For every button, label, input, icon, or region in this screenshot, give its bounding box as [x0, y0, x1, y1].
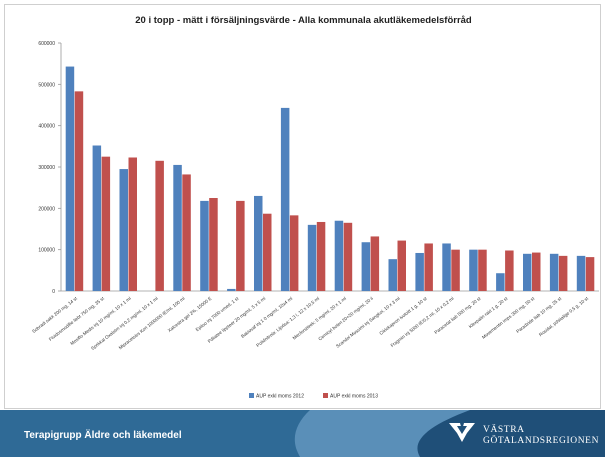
x-tick-label: Movementin imps 300 mg, 50 st — [481, 295, 536, 339]
bar-series1 — [469, 249, 478, 291]
bar-series2 — [74, 91, 84, 291]
x-tick-label: Cemicyl bolen 20+20 mg/ml, 20 ii — [317, 296, 374, 342]
brand-name-line1: VÄSTRA — [483, 425, 525, 435]
bar-series2 — [316, 221, 326, 291]
bar-series1 — [227, 288, 236, 291]
y-tick-label: 600000 — [38, 41, 55, 47]
bar-series1 — [549, 253, 559, 291]
bar-series1 — [576, 255, 586, 291]
brand-mark-icon — [449, 423, 475, 442]
bar-series2 — [155, 160, 164, 291]
brand-logo: VÄSTRA GÖTALANDSREGIONEN — [447, 418, 605, 456]
legend-label-1: AUP exkl moms 2012 — [256, 394, 304, 400]
y-tick-label: 200000 — [38, 206, 55, 212]
bar-series2 — [397, 240, 406, 291]
x-tick-label: Paracetat liab 500 mg, 20 st — [433, 295, 482, 335]
bar-series1 — [388, 259, 397, 291]
bar-series1 — [415, 252, 424, 291]
x-tick-label: Pdiiatee lippteer 20 mg/ml, 5 x 5 ml — [207, 296, 267, 344]
bar-series2 — [478, 249, 487, 291]
x-tick-label: Paradzide liab 10 mg, 25 st — [515, 295, 563, 334]
y-tick-label: 0 — [52, 289, 55, 295]
bar-series1 — [496, 273, 505, 291]
legend-swatch-1 — [249, 393, 254, 398]
y-tick-label: 500000 — [38, 82, 55, 88]
y-tick-label: 400000 — [38, 124, 55, 130]
legend-swatch-2 — [323, 393, 328, 398]
bar-series1 — [307, 224, 317, 291]
bar-series2 — [451, 249, 460, 291]
legend-label-2: AUP exkl moms 2013 — [330, 394, 378, 400]
bar-series2 — [424, 243, 433, 291]
x-tick-label: Ciklokapron ivoloitt 1 g, 10 st — [378, 295, 428, 336]
bar-series2 — [101, 156, 111, 291]
bar-series1 — [173, 164, 182, 291]
brand-name-line2: GÖTALANDSREGIONEN — [483, 436, 600, 446]
bar-series1 — [200, 200, 209, 291]
bar-series2 — [558, 255, 568, 291]
bar-series1 — [254, 195, 263, 291]
bar-series2 — [128, 157, 137, 291]
chart-frame: 20 i topp - mätt i försäljningsvärde - A… — [4, 4, 601, 409]
bar-series1 — [523, 253, 532, 291]
x-tick-label: Mecforstitrek: 5 mg/ml, 20 x 1 ml — [292, 296, 347, 341]
bar-chart: 0 100000 200000 300000 400000 500000 600000 Sob… — [31, 41, 599, 400]
x-tick-label: Fluidosmodifie liebt 750 mg, 35 st — [48, 295, 106, 342]
bar-series2 — [585, 257, 595, 291]
x-tick-label: Bakiovaf inj 1 0 mg/ml, 10x4 ml — [240, 296, 293, 339]
chart-title: 20 i topp - mätt i försäljningsvärde - A… — [135, 15, 472, 26]
bar-series2 — [263, 213, 272, 291]
bar-series2 — [182, 174, 191, 291]
footer-wave-decoration — [0, 410, 605, 457]
x-tick-label: Xalcestra gel 2%, 15000 E — [167, 296, 213, 333]
bar-series2 — [370, 236, 380, 291]
bar-series1 — [65, 66, 75, 291]
bar-series2 — [343, 222, 353, 291]
bar-series1 — [119, 169, 128, 291]
x-tick-label: Sobradi sakk 200 mg, 14 st — [31, 295, 79, 334]
y-tick-label: 300000 — [38, 165, 55, 171]
bar-series2 — [236, 200, 245, 291]
x-tick-label: Rosidal, pdsiialige 0,5 g, 10 st — [538, 295, 590, 337]
bar-series1 — [442, 243, 451, 291]
bar-series2 — [209, 198, 218, 291]
bar-series1 — [280, 107, 290, 291]
bar-series2 — [289, 215, 299, 291]
footer-text: Terapigrupp Äldre och läkemedel — [24, 430, 182, 441]
footer-band: Terapigrupp Äldre och läkemedel VÄSTRA G… — [0, 410, 605, 457]
bar-series2 — [505, 250, 514, 291]
bar-series1 — [361, 242, 371, 291]
bar-series2 — [532, 252, 541, 291]
y-tick-label: 100000 — [38, 248, 55, 254]
bar-series1 — [334, 220, 344, 291]
bar-series1 — [92, 145, 102, 291]
